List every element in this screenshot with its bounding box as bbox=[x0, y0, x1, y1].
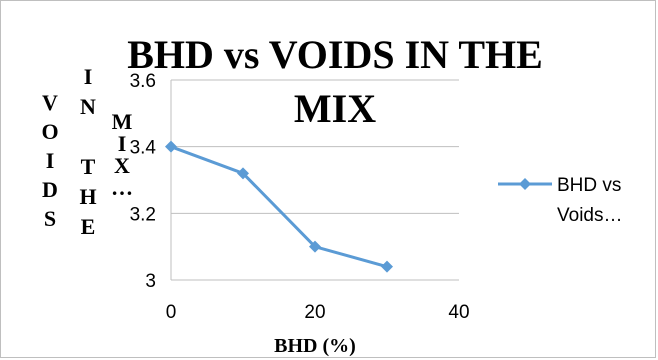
y-tick-label: 3.4 bbox=[130, 138, 157, 159]
data-point bbox=[381, 260, 393, 273]
y-axis-label-letter: N bbox=[80, 94, 96, 119]
y-tick-label: 3.6 bbox=[130, 71, 156, 92]
y-axis-label-letter: M bbox=[112, 109, 133, 134]
y-axis-label-letter: V bbox=[42, 90, 58, 115]
y-axis-label-letter: I bbox=[46, 148, 55, 173]
y-axis-label-letter: S bbox=[44, 206, 56, 231]
y-tick-label: 3.2 bbox=[130, 204, 156, 225]
y-axis-label-letter: O bbox=[41, 119, 58, 144]
series-line bbox=[170, 145, 388, 269]
y-axis-label-letter: I bbox=[84, 64, 93, 89]
x-tick-label: 0 bbox=[166, 302, 177, 323]
x-tick-label: 40 bbox=[448, 302, 469, 323]
y-axis-label-letter: T bbox=[81, 154, 96, 179]
legend-marker bbox=[519, 178, 531, 190]
y-tick-label: 3 bbox=[145, 271, 156, 292]
data-point bbox=[165, 140, 177, 153]
gridlines bbox=[171, 79, 459, 281]
y-axis-label-letter: H bbox=[79, 184, 96, 209]
legend: BHD vs Voids… bbox=[498, 175, 622, 226]
legend-label: Voids… bbox=[557, 205, 622, 226]
y-axis-label-letter: X bbox=[114, 153, 130, 178]
chart-title-line-1: BHD vs VOIDS IN THE bbox=[127, 32, 543, 77]
y-axis-label-letter: E bbox=[81, 214, 96, 239]
legend-label: BHD vs bbox=[557, 175, 621, 196]
x-tick-label: 20 bbox=[304, 302, 325, 323]
y-axis-label: VOIDSINTHEMIX… bbox=[41, 64, 133, 239]
y-axis-label-letter: I bbox=[118, 131, 127, 156]
tick-labels: 3 3.2 3.4 3.6 0 20 40 bbox=[130, 71, 470, 323]
data-point bbox=[309, 240, 321, 253]
series-group bbox=[165, 140, 393, 273]
y-axis-label-letter: … bbox=[111, 175, 133, 200]
chart-title-line-2: MIX bbox=[294, 86, 376, 131]
y-axis-label-letter: D bbox=[42, 177, 58, 202]
x-axis-label: BHD (%) bbox=[274, 335, 356, 357]
data-point bbox=[237, 167, 249, 180]
